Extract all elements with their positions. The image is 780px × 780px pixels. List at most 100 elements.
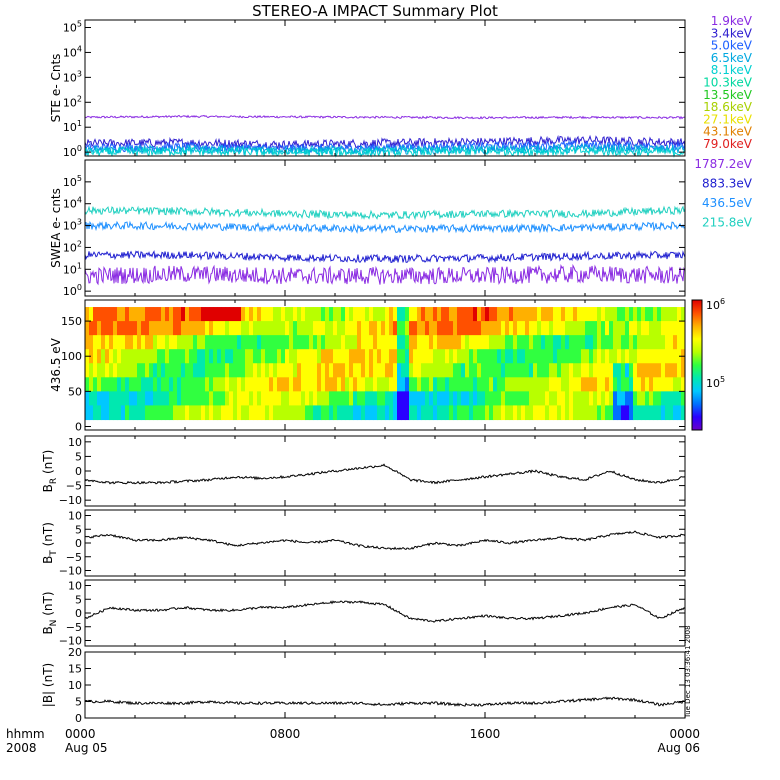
pad-heatmap-cell (133, 377, 138, 392)
pad-heatmap-cell (201, 391, 206, 406)
pad-heatmap-cell (137, 363, 142, 378)
pad-heatmap-cell (441, 405, 446, 421)
pad-heatmap-cell (101, 307, 106, 322)
pad-heatmap-cell (321, 321, 326, 336)
pad-heatmap-cell (465, 391, 470, 406)
pad-heatmap-cell (317, 307, 322, 322)
pad-heatmap-cell (317, 405, 322, 421)
pad-heatmap-cell (253, 335, 258, 350)
pad-heatmap-cell (365, 405, 370, 421)
pad-heatmap-cell (281, 335, 286, 350)
pad-heatmap-cell (669, 405, 674, 421)
pad-heatmap-cell (629, 321, 634, 336)
pad-heatmap-cell (253, 349, 258, 364)
pad-heatmap-cell (197, 405, 202, 421)
pad-heatmap-cell (209, 335, 214, 350)
pad-heatmap (85, 307, 685, 421)
pad-heatmap-cell (529, 307, 534, 322)
pad-heatmap-cell (93, 335, 98, 350)
pad-heatmap-cell (437, 377, 442, 392)
pad-heatmap-cell (337, 307, 342, 322)
pad-heatmap-cell (557, 405, 562, 421)
pad-heatmap-cell (257, 321, 262, 336)
pad-heatmap-cell (245, 377, 250, 392)
pad-heatmap-cell (629, 405, 634, 421)
pad-heatmap-cell (401, 307, 406, 322)
pad-heatmap-cell (609, 405, 614, 421)
pad-heatmap-cell (97, 377, 102, 392)
pad-heatmap-cell (377, 307, 382, 322)
pad-heatmap-cell (501, 405, 506, 421)
y-tick-label: 150 (61, 315, 82, 328)
pad-heatmap-cell (569, 307, 574, 322)
pad-heatmap-cell (305, 321, 310, 336)
pad-heatmap-cell (173, 405, 178, 421)
pad-heatmap-cell (349, 363, 354, 378)
pad-heatmap-cell (141, 335, 146, 350)
pad-heatmap-cell (149, 391, 154, 406)
pad-heatmap-cell (573, 391, 578, 406)
pad-heatmap-cell (165, 377, 170, 392)
pad-heatmap-cell (285, 349, 290, 364)
pad-heatmap-cell (325, 307, 330, 322)
legend-entry: 1787.2eV (694, 157, 752, 171)
pad-heatmap-cell (389, 321, 394, 336)
pad-heatmap-cell (545, 377, 550, 392)
pad-heatmap-cell (153, 321, 158, 336)
pad-heatmap-cell (121, 391, 126, 406)
pad-heatmap-cell (509, 391, 514, 406)
pad-heatmap-cell (369, 363, 374, 378)
pad-heatmap-cell (353, 363, 358, 378)
pad-heatmap-cell (97, 363, 102, 378)
pad-heatmap-cell (109, 335, 114, 350)
pad-heatmap-cell (493, 405, 498, 421)
pad-heatmap-cell (293, 391, 298, 406)
pad-heatmap-cell (485, 391, 490, 406)
pad-heatmap-cell (561, 391, 566, 406)
pad-heatmap-cell (561, 335, 566, 350)
legend-entry: 10.3keV (703, 76, 753, 90)
pad-heatmap-cell (313, 391, 318, 406)
pad-heatmap-cell (609, 321, 614, 336)
pad-heatmap-cell (337, 377, 342, 392)
pad-heatmap-cell (521, 307, 526, 322)
pad-heatmap-cell (277, 405, 282, 421)
pad-heatmap-cell (201, 349, 206, 364)
pad-heatmap-cell (381, 349, 386, 364)
pad-heatmap-cell (169, 321, 174, 336)
pad-heatmap-cell (149, 335, 154, 350)
pad-heatmap-cell (637, 349, 642, 364)
pad-heatmap-cell (269, 321, 274, 336)
pad-heatmap-cell (157, 335, 162, 350)
pad-heatmap-cell (665, 405, 670, 421)
pad-heatmap-cell (557, 349, 562, 364)
pad-heatmap-cell (673, 349, 678, 364)
pad-heatmap-cell (461, 377, 466, 392)
pad-heatmap-cell (645, 307, 650, 322)
pad-heatmap-cell (621, 377, 626, 392)
pad-heatmap-cell (161, 363, 166, 378)
pad-heatmap-cell (417, 405, 422, 421)
pad-heatmap-cell (241, 391, 246, 406)
pad-heatmap-cell (601, 321, 606, 336)
pad-heatmap-cell (477, 377, 482, 392)
pad-heatmap-cell (437, 391, 442, 406)
pad-heatmap-cell (449, 405, 454, 421)
pad-heatmap-cell (257, 349, 262, 364)
pad-heatmap-cell (313, 321, 318, 336)
pad-heatmap-cell (129, 335, 134, 350)
y-tick-label: 102 (63, 94, 82, 109)
pad-heatmap-cell (657, 405, 662, 421)
pad-heatmap-cell (373, 335, 378, 350)
pad-heatmap-cell (385, 335, 390, 350)
series-line-4365ev (84, 220, 686, 234)
pad-heatmap-cell (573, 307, 578, 322)
pad-heatmap-cell (117, 377, 122, 392)
pad-heatmap-cell (273, 405, 278, 421)
pad-heatmap-cell (201, 307, 206, 322)
pad-heatmap-cell (409, 307, 414, 322)
pad-heatmap-cell (165, 307, 170, 322)
pad-heatmap-cell (193, 321, 198, 336)
pad-heatmap-cell (297, 363, 302, 378)
